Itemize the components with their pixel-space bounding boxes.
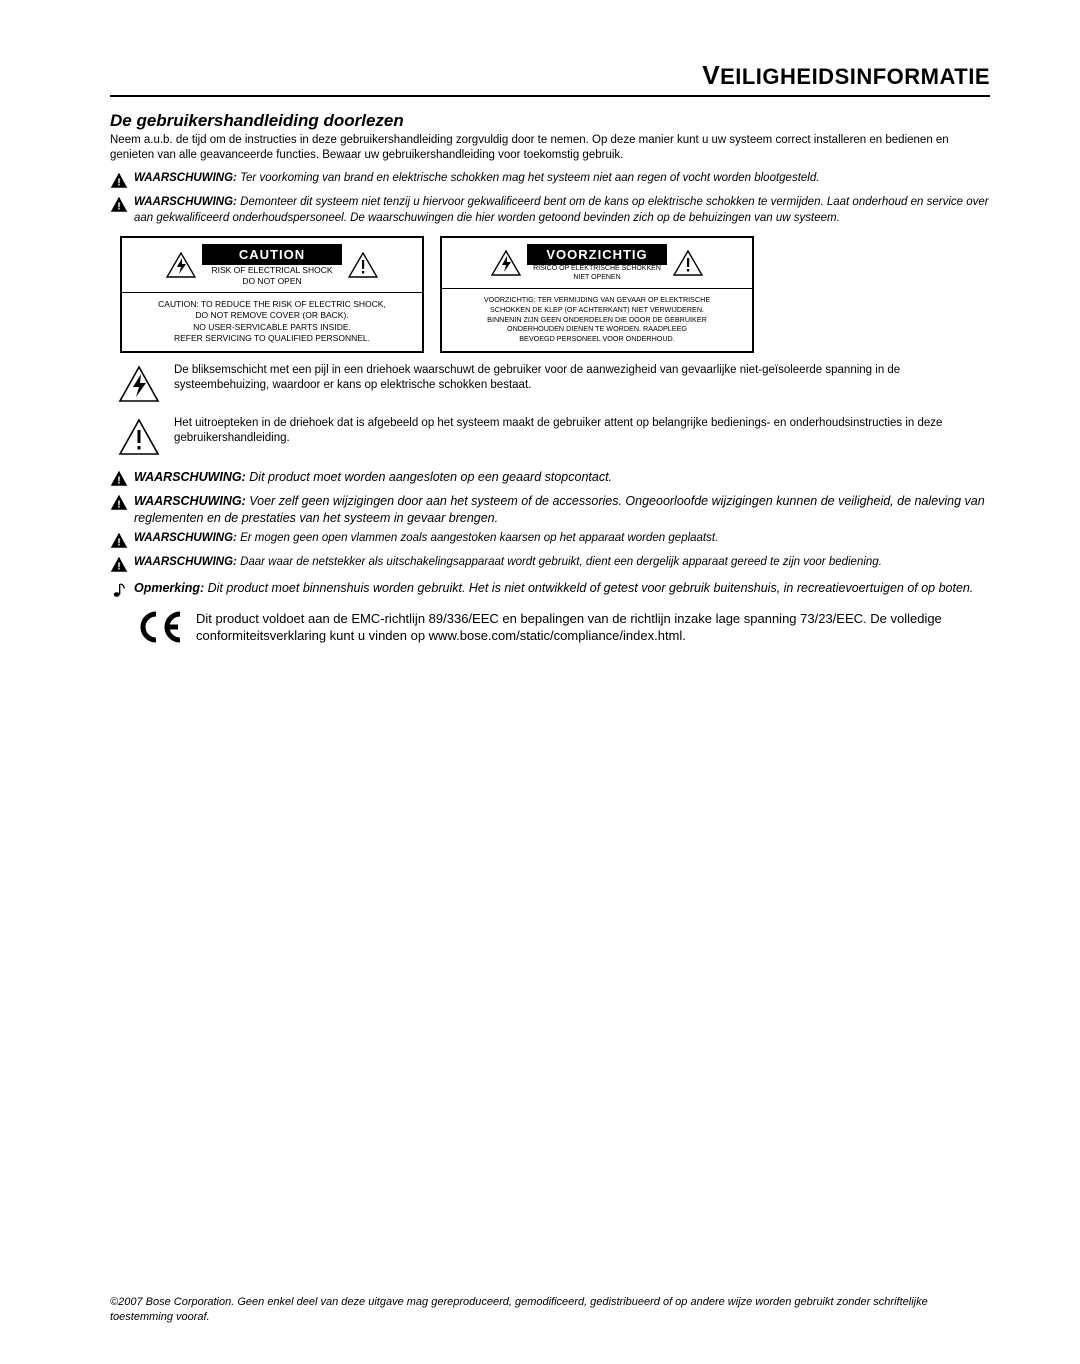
bolt-icon bbox=[166, 252, 196, 278]
warning-row: ! WAARSCHUWING: Dit product moet worden … bbox=[110, 469, 990, 490]
caution-sub: RISK OF ELECTRICAL SHOCK DO NOT OPEN bbox=[202, 265, 342, 285]
note-text: Opmerking: Dit product moet binnenshuis … bbox=[134, 580, 973, 597]
bolt-text: De bliksemschicht met een pijl in een dr… bbox=[174, 363, 990, 394]
warning-row: ! WAARSCHUWING: Er mogen geen open vlamm… bbox=[110, 531, 990, 552]
svg-text:!: ! bbox=[117, 176, 121, 188]
warning-row: ! WAARSCHUWING: Demonteer dit systeem ni… bbox=[110, 195, 990, 226]
title-rest: EILIGHEIDSINFORMATIE bbox=[720, 64, 990, 89]
exclamation-icon bbox=[118, 418, 160, 459]
ce-row: Dit product voldoet aan de EMC-richtlijn… bbox=[136, 610, 990, 647]
section-heading: De gebruikershandleiding doorlezen bbox=[110, 111, 990, 131]
exclamation-icon bbox=[348, 252, 378, 278]
warning-icon: ! bbox=[110, 494, 128, 514]
bolt-icon bbox=[118, 365, 160, 406]
svg-text:!: ! bbox=[117, 474, 121, 486]
warning-text: WAARSCHUWING: Ter voorkoming van brand e… bbox=[134, 171, 819, 187]
svg-text:!: ! bbox=[117, 536, 121, 548]
warning-body: Ter voorkoming van brand en elektrische … bbox=[240, 172, 819, 184]
caution-bar: CAUTION bbox=[202, 244, 342, 265]
warning-icon: ! bbox=[110, 172, 128, 192]
warning-icon: ! bbox=[110, 196, 128, 216]
warning-text: WAARSCHUWING: Dit product moet worden aa… bbox=[134, 469, 612, 486]
warning-icon: ! bbox=[110, 532, 128, 552]
warning-row: ! WAARSCHUWING: Ter voorkoming van brand… bbox=[110, 171, 990, 192]
footer-copyright: ©2007 Bose Corporation. Geen enkel deel … bbox=[110, 1295, 990, 1324]
warning-row: ! WAARSCHUWING: Voer zelf geen wijziging… bbox=[110, 493, 990, 527]
note-label: Opmerking: bbox=[134, 581, 204, 595]
svg-text:!: ! bbox=[117, 201, 121, 213]
svg-text:!: ! bbox=[117, 499, 121, 511]
warning-label: WAARSCHUWING: bbox=[134, 556, 237, 568]
warning-body: Daar waar de netstekker als uitschakelin… bbox=[240, 556, 882, 568]
warning-label: WAARSCHUWING: bbox=[134, 172, 237, 184]
svg-text:!: ! bbox=[117, 561, 121, 573]
warning-body: Dit product moet worden aangesloten op e… bbox=[249, 470, 612, 484]
excl-text: Het uitroepteken in de driehoek dat is a… bbox=[174, 416, 990, 447]
bolt-icon bbox=[491, 250, 521, 276]
warning-icon: ! bbox=[110, 556, 128, 576]
title-cap: V bbox=[702, 60, 720, 90]
warning-text: WAARSCHUWING: Demonteer dit systeem niet… bbox=[134, 195, 990, 226]
warning-label: WAARSCHUWING: bbox=[134, 470, 246, 484]
caution-bottom: CAUTION: TO REDUCE THE RISK OF ELECTRIC … bbox=[122, 292, 422, 351]
warning-label: WAARSCHUWING: bbox=[134, 494, 246, 508]
warning-icon: ! bbox=[110, 470, 128, 490]
warning-row: ! WAARSCHUWING: Daar waar de netstekker … bbox=[110, 555, 990, 576]
warning-body: Voer zelf geen wijzigingen door aan het … bbox=[134, 494, 985, 525]
warning-body: Er mogen geen open vlammen zoals aangest… bbox=[240, 532, 718, 544]
caution-sub: RISICO OP ELEKTRISCHE SCHOKKEN NIET OPEN… bbox=[527, 265, 667, 282]
ce-text: Dit product voldoet aan de EMC-richtlijn… bbox=[196, 610, 990, 645]
note-icon bbox=[110, 581, 128, 602]
bolt-paragraph: De bliksemschicht met een pijl in een dr… bbox=[118, 363, 990, 406]
intro-text: Neem a.u.b. de tijd om de instructies in… bbox=[110, 133, 990, 163]
caution-top: VOORZICHTIG RISICO OP ELEKTRISCHE SCHOKK… bbox=[442, 238, 752, 288]
exclamation-icon bbox=[673, 250, 703, 276]
warning-body: Demonteer dit systeem niet tenzij u hier… bbox=[134, 196, 989, 224]
page: VEILIGHEIDSINFORMATIE De gebruikershandl… bbox=[0, 0, 1080, 1364]
excl-paragraph: Het uitroepteken in de driehoek dat is a… bbox=[118, 416, 990, 459]
page-title: VEILIGHEIDSINFORMATIE bbox=[110, 60, 990, 97]
caution-bar: VOORZICHTIG bbox=[527, 244, 667, 265]
caution-top: CAUTION RISK OF ELECTRICAL SHOCK DO NOT … bbox=[122, 238, 422, 291]
caution-bottom: VOORZICHTIG: TER VERMIJDING VAN GEVAAR O… bbox=[442, 288, 752, 350]
caution-box-en: CAUTION RISK OF ELECTRICAL SHOCK DO NOT … bbox=[120, 236, 424, 352]
warning-label: WAARSCHUWING: bbox=[134, 196, 237, 208]
warning-text: WAARSCHUWING: Voer zelf geen wijzigingen… bbox=[134, 493, 990, 527]
caution-center: VOORZICHTIG RISICO OP ELEKTRISCHE SCHOKK… bbox=[527, 244, 667, 282]
note-row: Opmerking: Dit product moet binnenshuis … bbox=[110, 580, 990, 602]
warning-text: WAARSCHUWING: Daar waar de netstekker al… bbox=[134, 555, 882, 571]
warning-label: WAARSCHUWING: bbox=[134, 532, 237, 544]
note-body: Dit product moet binnenshuis worden gebr… bbox=[208, 581, 974, 595]
caution-box-nl: VOORZICHTIG RISICO OP ELEKTRISCHE SCHOKK… bbox=[440, 236, 754, 352]
warning-text: WAARSCHUWING: Er mogen geen open vlammen… bbox=[134, 531, 718, 547]
caution-center: CAUTION RISK OF ELECTRICAL SHOCK DO NOT … bbox=[202, 244, 342, 285]
caution-boxes: CAUTION RISK OF ELECTRICAL SHOCK DO NOT … bbox=[120, 236, 990, 352]
ce-mark-icon bbox=[136, 610, 182, 647]
